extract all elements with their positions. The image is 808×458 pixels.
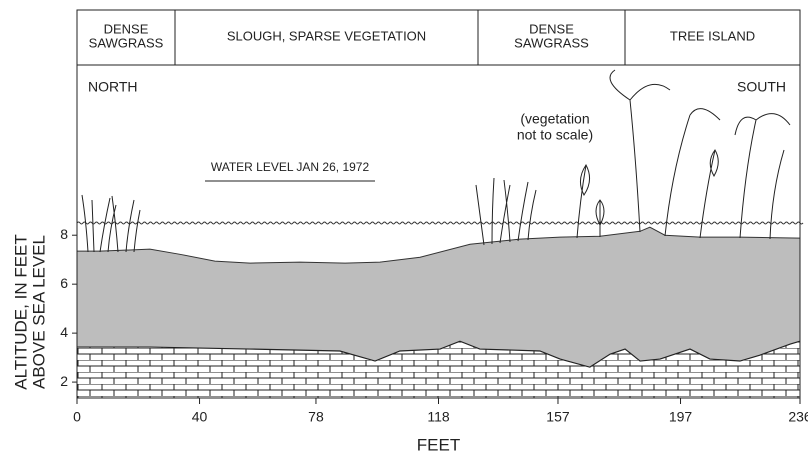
x-tick-label: 0 bbox=[73, 409, 81, 425]
y-tick-label: 2 bbox=[60, 373, 68, 389]
zone-label: SAWGRASS bbox=[89, 35, 164, 50]
y-tick-label: 4 bbox=[60, 324, 68, 340]
zone-label: SLOUGH, SPARSE VEGETATION bbox=[227, 28, 426, 43]
limestone-surface bbox=[77, 340, 801, 368]
x-tick-label: 236 bbox=[788, 409, 808, 425]
zone-label: SAWGRASS bbox=[514, 35, 589, 50]
y-tick-label: 8 bbox=[60, 226, 68, 242]
x-tick-label: 118 bbox=[427, 409, 450, 425]
zone-label: TREE ISLAND bbox=[670, 28, 755, 43]
y-axis-label: ABOVE SEA LEVEL bbox=[29, 235, 48, 389]
land-surface bbox=[77, 226, 801, 264]
scale-note: (vegetation bbox=[520, 111, 589, 127]
water-label: WATER LEVEL JAN 26, 1972 bbox=[211, 160, 370, 174]
zone-label: DENSE bbox=[104, 21, 149, 36]
scale-note: not to scale) bbox=[517, 127, 593, 143]
limestone bbox=[77, 341, 800, 398]
x-axis-label: FEET bbox=[417, 435, 460, 454]
y-tick-label: 6 bbox=[60, 275, 68, 291]
x-tick-label: 78 bbox=[308, 409, 324, 425]
south-label: SOUTH bbox=[737, 79, 786, 95]
x-tick-label: 157 bbox=[546, 409, 570, 425]
water-level bbox=[76, 221, 804, 225]
frame bbox=[76, 9, 801, 398]
sediment bbox=[77, 227, 800, 368]
zone-label: DENSE bbox=[529, 21, 574, 36]
y-axis-label: ALTITUDE, IN FEET bbox=[11, 234, 30, 390]
x-tick-label: 197 bbox=[669, 409, 693, 425]
vegetation bbox=[81, 69, 791, 253]
x-tick-label: 40 bbox=[192, 409, 208, 425]
north-label: NORTH bbox=[88, 79, 138, 95]
